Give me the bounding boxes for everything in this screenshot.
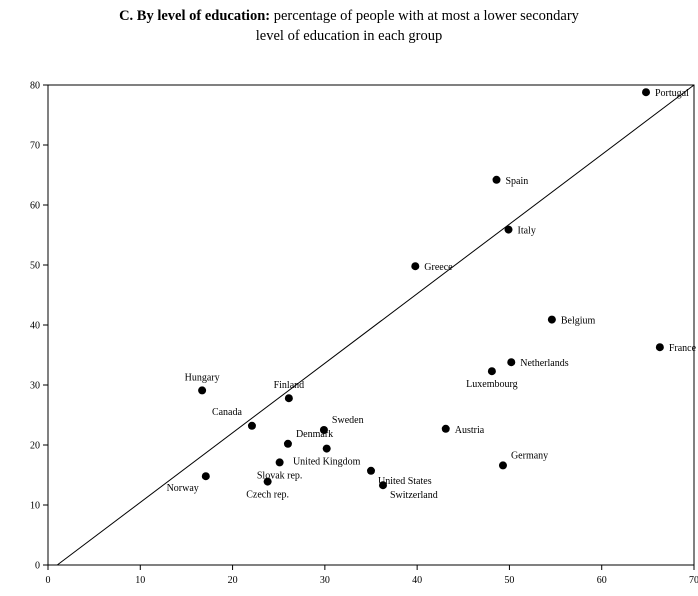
point-label: Austria (455, 425, 485, 436)
data-point (504, 225, 513, 234)
reference-line (56, 84, 695, 566)
x-tick-label: 60 (597, 575, 607, 586)
y-tick-label: 60 (30, 201, 40, 212)
point-label: Finland (274, 380, 305, 391)
y-tick-label: 50 (30, 261, 40, 272)
point-label: Germany (511, 450, 548, 461)
data-point (322, 444, 331, 453)
y-tick-label: 20 (30, 441, 40, 452)
y-tick-label: 40 (30, 321, 40, 332)
x-tick-label: 30 (320, 575, 330, 586)
data-point (367, 466, 375, 475)
data-point (498, 461, 507, 470)
point-label: United States (378, 476, 432, 487)
x-tick-label: 20 (228, 575, 238, 586)
data-point (275, 458, 284, 467)
point-label: Luxembourg (466, 379, 517, 390)
chart-title-line1: percentage of people with at most a lowe… (273, 8, 579, 24)
point-label: Sweden (332, 415, 364, 426)
point-label: Hungary (185, 372, 220, 383)
data-point (507, 358, 516, 367)
point-label: Italy (518, 226, 536, 237)
y-tick-label: 80 (30, 81, 40, 92)
data-point (284, 394, 293, 403)
data-point (198, 386, 207, 395)
data-point (642, 88, 651, 97)
point-label: Slovak rep. (257, 470, 303, 481)
data-point (655, 343, 664, 352)
point-label: Belgium (561, 316, 596, 327)
y-tick-label: 0 (35, 561, 40, 572)
x-tick-label: 50 (504, 575, 514, 586)
x-tick-label: 10 (135, 575, 145, 586)
point-label: Canada (212, 407, 243, 418)
y-tick-label: 30 (30, 381, 40, 392)
data-point (487, 367, 496, 376)
point-label: France (669, 343, 697, 354)
x-tick-label: 70 (689, 575, 698, 586)
x-tick-label: 0 (46, 575, 51, 586)
y-tick-label: 70 (30, 141, 40, 152)
data-point (547, 315, 556, 324)
data-point (263, 477, 272, 486)
data-point (492, 175, 501, 184)
data-point (441, 424, 450, 433)
point-label: Norway (167, 483, 199, 494)
chart-title: C. By level of education: percentage of … (0, 6, 698, 46)
data-point (283, 439, 292, 448)
data-point (201, 472, 210, 481)
data-point (411, 262, 420, 271)
plot-frame (47, 84, 695, 566)
chart-title-bold: C. By level of education: (119, 8, 271, 24)
y-tick-label: 10 (30, 501, 40, 512)
point-label: Netherlands (520, 358, 568, 369)
data-point (247, 421, 256, 430)
point-label: Czech rep. (246, 490, 289, 501)
point-label: Portugal (655, 88, 689, 99)
point-label: Switzerland (390, 490, 438, 501)
chart-title-line2: level of education in each group (255, 28, 443, 44)
x-tick-label: 40 (412, 575, 422, 586)
point-label: Greece (424, 262, 453, 273)
data-point (319, 426, 328, 434)
point-label: Spain (506, 176, 529, 187)
data-point (378, 481, 387, 490)
point-label: United Kingdom (293, 457, 361, 468)
point-label: Denmark (296, 429, 333, 440)
